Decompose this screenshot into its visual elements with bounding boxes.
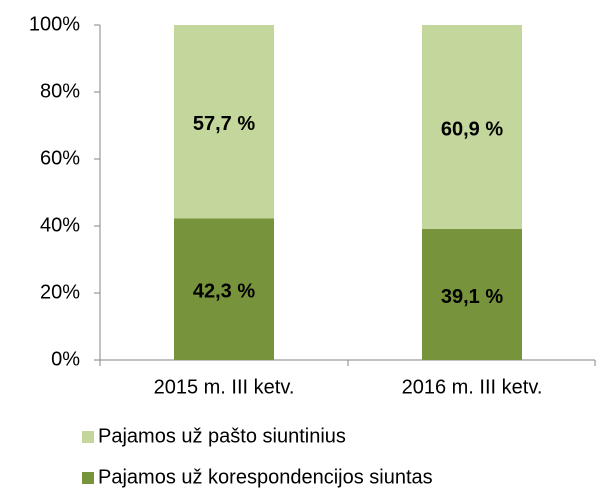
bar-segment — [174, 218, 274, 360]
x-tick-label: 2015 m. III ketv. — [154, 376, 295, 398]
data-label: 60,9 % — [441, 118, 503, 140]
bar-segment — [422, 229, 522, 360]
y-tick-label: 20% — [40, 281, 80, 303]
data-label: 42,3 % — [193, 280, 255, 302]
y-tick-label: 80% — [40, 80, 80, 102]
bar-segment — [422, 25, 522, 230]
data-label: 39,1 % — [441, 286, 503, 308]
y-tick-label: 40% — [40, 214, 80, 236]
y-tick-label: 0% — [51, 348, 80, 370]
legend-swatch — [82, 431, 94, 443]
y-tick-label: 60% — [40, 147, 80, 169]
data-label: 57,7 % — [193, 113, 255, 135]
legend-label: Pajamos už pašto siuntinius — [98, 425, 346, 447]
legend-swatch — [82, 472, 94, 484]
x-tick-label: 2016 m. III ketv. — [402, 376, 543, 398]
bar-segment — [174, 25, 274, 219]
legend-label: Pajamos už korespondencijos siuntas — [98, 466, 433, 488]
y-tick-label: 100% — [29, 13, 80, 35]
